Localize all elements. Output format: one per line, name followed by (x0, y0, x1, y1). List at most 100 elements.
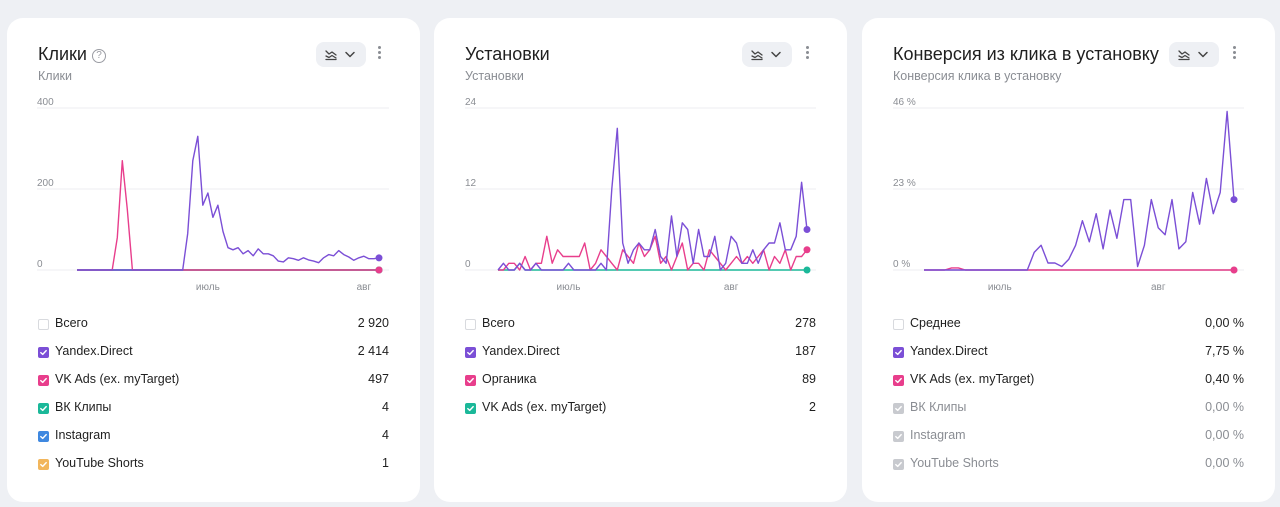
legend-item[interactable]: Всего 278 (465, 316, 816, 344)
checkbox-checked-icon[interactable] (893, 347, 904, 358)
checkbox-checked-icon[interactable] (893, 459, 904, 470)
series-line (77, 160, 379, 271)
card-subtitle: Конверсия клика в установку (893, 69, 1062, 83)
question-circle-icon[interactable]: ? (91, 49, 106, 63)
conversion-card: Конверсия из клика в установку Конверсия… (862, 18, 1275, 502)
series-line (498, 235, 808, 271)
legend-label: VK Ads (ex. myTarget) (910, 372, 1035, 386)
checkbox-checked-icon[interactable] (893, 431, 904, 442)
legend-label: Yandex.Direct (55, 344, 133, 358)
legend-value: 0,00 % (1205, 316, 1244, 330)
legend-value: 187 (795, 344, 816, 358)
checkbox-checked-icon[interactable] (38, 431, 49, 442)
more-menu-icon[interactable] (802, 44, 812, 64)
installs-card: Установки Установки 24 12 0 июль авг Всего 27… (434, 18, 847, 502)
y-tick-label: 0 % (893, 259, 910, 270)
legend-item[interactable]: Instagram 0,00 % (893, 428, 1244, 456)
legend-label: YouTube Shorts (910, 456, 999, 470)
y-tick-label: 0 (465, 259, 471, 270)
legend-value: 497 (368, 372, 389, 386)
checkbox-checked-icon[interactable] (38, 459, 49, 470)
checkbox-checked-icon[interactable] (893, 375, 904, 386)
series-end-point (375, 254, 383, 262)
checkbox-empty-icon[interactable] (465, 319, 476, 330)
checkbox-checked-icon[interactable] (465, 403, 476, 414)
legend-item[interactable]: Instagram 4 (38, 428, 389, 456)
legend-value: 0,00 % (1205, 456, 1244, 470)
legend-value: 89 (802, 372, 816, 386)
legend: Всего 2 920 Yandex.Direct 2 414 VK Ads (ex. … (38, 316, 389, 484)
checkbox-checked-icon[interactable] (38, 403, 49, 414)
x-tick-label: июль (988, 282, 1012, 293)
series-end-point (375, 266, 383, 274)
card-subtitle: Установки (465, 69, 524, 83)
legend-item[interactable]: Yandex.Direct 187 (465, 344, 816, 372)
installs-chart: 24 12 0 июль авг (465, 98, 816, 293)
legend-label: YouTube Shorts (55, 456, 144, 470)
legend-value: 0,00 % (1205, 428, 1244, 442)
legend-value: 278 (795, 316, 816, 330)
legend-item[interactable]: YouTube Shorts 0,00 % (893, 456, 1244, 484)
chart-type-dropdown[interactable] (316, 42, 366, 67)
legend-value: 1 (382, 456, 389, 470)
legend-item[interactable]: Yandex.Direct 2 414 (38, 344, 389, 372)
legend-label: Yandex.Direct (482, 344, 560, 358)
checkbox-checked-icon[interactable] (38, 347, 49, 358)
y-tick-label: 12 (465, 178, 477, 189)
y-tick-label: 0 (37, 259, 43, 270)
legend-label: Instagram (55, 428, 111, 442)
clicks-card: Клики? Клики 400 200 0 июль авг Всего 2 920 Ya… (7, 18, 420, 502)
conversion-chart: 46 % 23 % 0 % июль авг (893, 98, 1244, 293)
series-line (497, 127, 808, 271)
card-title: Клики? (38, 44, 106, 65)
card-title: Установки (465, 44, 550, 64)
checkbox-checked-icon[interactable] (465, 375, 476, 386)
more-menu-icon[interactable] (1229, 44, 1239, 64)
series-end-point (1230, 196, 1238, 204)
legend-label: Органика (482, 372, 537, 386)
series-end-point (803, 266, 811, 274)
legend-item[interactable]: ВК Клипы 0,00 % (893, 400, 1244, 428)
legend-item[interactable]: Всего 2 920 (38, 316, 389, 344)
legend-item[interactable]: VK Ads (ex. myTarget) 2 (465, 400, 816, 428)
legend: Среднее 0,00 % Yandex.Direct 7,75 % VK Ads (… (893, 316, 1244, 484)
more-menu-icon[interactable] (374, 44, 384, 64)
legend-item[interactable]: Среднее 0,00 % (893, 316, 1244, 344)
checkbox-empty-icon[interactable] (893, 319, 904, 330)
legend-item[interactable]: YouTube Shorts 1 (38, 456, 389, 484)
legend: Всего 278 Yandex.Direct 187 Органика 89 VK Ads… (465, 316, 816, 428)
checkbox-empty-icon[interactable] (38, 319, 49, 330)
chart-type-dropdown[interactable] (1169, 42, 1219, 67)
checkbox-checked-icon[interactable] (38, 375, 49, 386)
y-tick-label: 200 (37, 178, 54, 189)
legend-label: VK Ads (ex. myTarget) (55, 372, 180, 386)
legend-value: 2 414 (357, 344, 389, 358)
series-end-point (803, 226, 811, 233)
legend-label: Yandex.Direct (910, 344, 988, 358)
series-end-point (803, 246, 811, 254)
legend-item[interactable]: Yandex.Direct 7,75 % (893, 344, 1244, 372)
card-title: Конверсия из клика в установку (893, 44, 1159, 64)
legend-item[interactable]: VK Ads (ex. myTarget) 0,40 % (893, 372, 1244, 400)
line-chart-icon (1178, 50, 1190, 61)
series-line (924, 110, 1235, 271)
series-line (498, 262, 807, 271)
checkbox-checked-icon[interactable] (465, 347, 476, 358)
legend-item[interactable]: ВК Клипы 4 (38, 400, 389, 428)
y-tick-label: 400 (37, 98, 54, 108)
x-tick-label: июль (557, 282, 581, 293)
legend-value: 7,75 % (1205, 344, 1244, 358)
legend-label: Instagram (910, 428, 966, 442)
checkbox-checked-icon[interactable] (893, 403, 904, 414)
legend-value: 2 920 (357, 316, 389, 330)
legend-value: 0,00 % (1205, 400, 1244, 414)
x-tick-label: авг (724, 282, 739, 293)
legend-item[interactable]: Органика 89 (465, 372, 816, 400)
legend-item[interactable]: VK Ads (ex. myTarget) 497 (38, 372, 389, 400)
legend-label: Всего (482, 316, 515, 330)
chart-type-dropdown[interactable] (742, 42, 792, 67)
chevron-down-icon (1198, 51, 1208, 58)
legend-label: Всего (55, 316, 88, 330)
line-chart-icon (325, 50, 337, 61)
legend-value: 2 (809, 400, 816, 414)
